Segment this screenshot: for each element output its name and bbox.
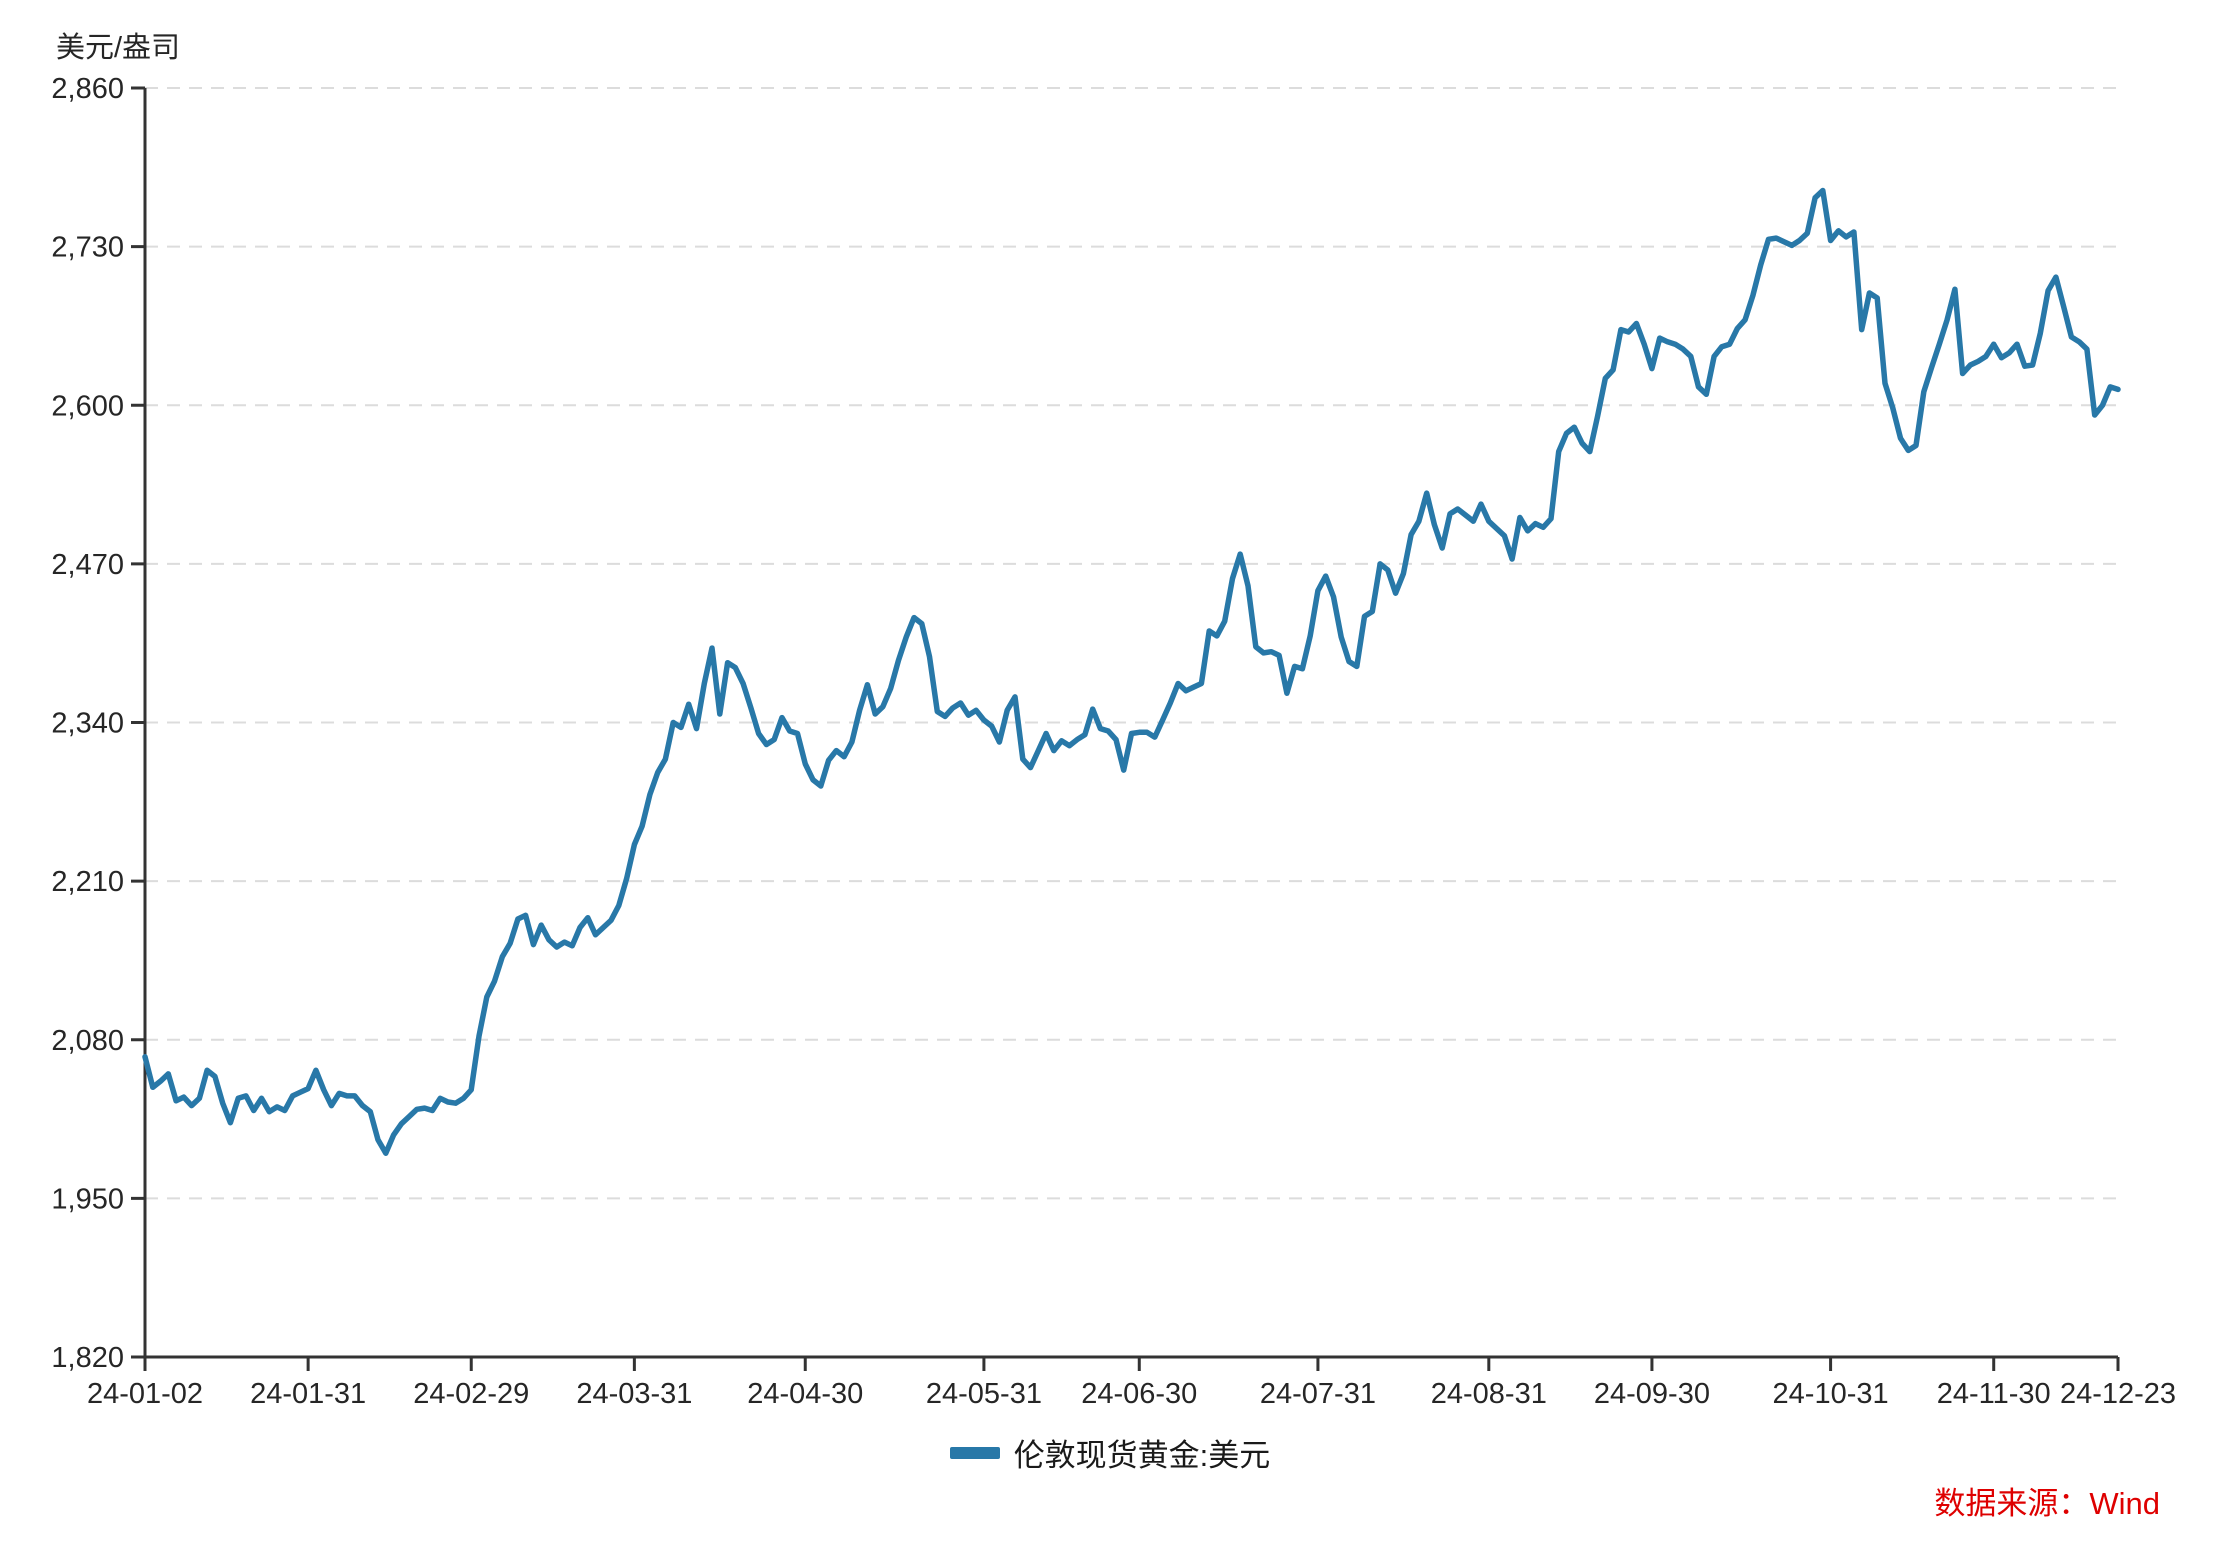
y-axis-tick-label: 2,470 bbox=[51, 549, 124, 581]
x-axis-tick-label: 24-08-31 bbox=[1431, 1378, 1547, 1410]
data-source-label: 数据来源：Wind bbox=[1934, 1486, 2160, 1521]
y-axis-tick-label: 2,600 bbox=[51, 390, 124, 422]
legend-line-icon bbox=[949, 1446, 1000, 1459]
x-axis-tick-label: 24-05-31 bbox=[926, 1378, 1042, 1410]
x-axis-tick-label: 24-09-30 bbox=[1594, 1378, 1710, 1410]
x-axis-tick-label: 24-04-30 bbox=[747, 1378, 863, 1410]
price-line-series bbox=[142, 187, 2121, 1156]
y-axis-tick-label: 1,820 bbox=[51, 1342, 124, 1374]
y-axis-tick-label: 2,730 bbox=[51, 232, 124, 264]
x-axis-tick-label: 24-01-31 bbox=[250, 1378, 366, 1410]
y-axis-tick-label: 2,860 bbox=[51, 73, 124, 105]
legend-series-label: 伦敦现货黄金:美元 bbox=[1013, 1438, 1271, 1473]
x-axis-tick-label: 24-06-30 bbox=[1081, 1378, 1197, 1410]
x-axis-tick-label: 24-07-31 bbox=[1260, 1378, 1376, 1410]
y-axis-tick-label: 2,080 bbox=[51, 1025, 124, 1057]
y-axis-unit-label: 美元/盎司 bbox=[56, 32, 181, 64]
x-axis-tick-label: 24-12-23 bbox=[2060, 1378, 2176, 1410]
y-axis-tick-label: 1,950 bbox=[51, 1183, 124, 1215]
x-axis-tick-label: 24-03-31 bbox=[576, 1378, 692, 1410]
y-axis-tick-label: 2,210 bbox=[51, 866, 124, 898]
legend: 伦敦现货黄金:美元 bbox=[0, 1430, 2220, 1475]
x-axis-tick-label: 24-11-30 bbox=[1937, 1378, 2051, 1410]
x-axis-tick-label: 24-10-31 bbox=[1773, 1378, 1889, 1410]
x-axis-tick-label: 24-01-02 bbox=[87, 1378, 203, 1410]
x-axis-tick-label: 24-02-29 bbox=[413, 1378, 529, 1410]
y-axis-tick-label: 2,340 bbox=[51, 708, 124, 740]
